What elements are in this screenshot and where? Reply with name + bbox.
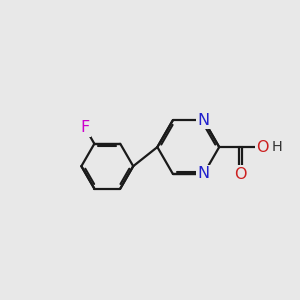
Text: N: N <box>198 166 210 181</box>
Text: F: F <box>80 120 90 135</box>
Text: O: O <box>256 140 269 154</box>
Text: O: O <box>234 167 247 182</box>
Text: H: H <box>271 140 282 154</box>
Text: N: N <box>198 113 210 128</box>
